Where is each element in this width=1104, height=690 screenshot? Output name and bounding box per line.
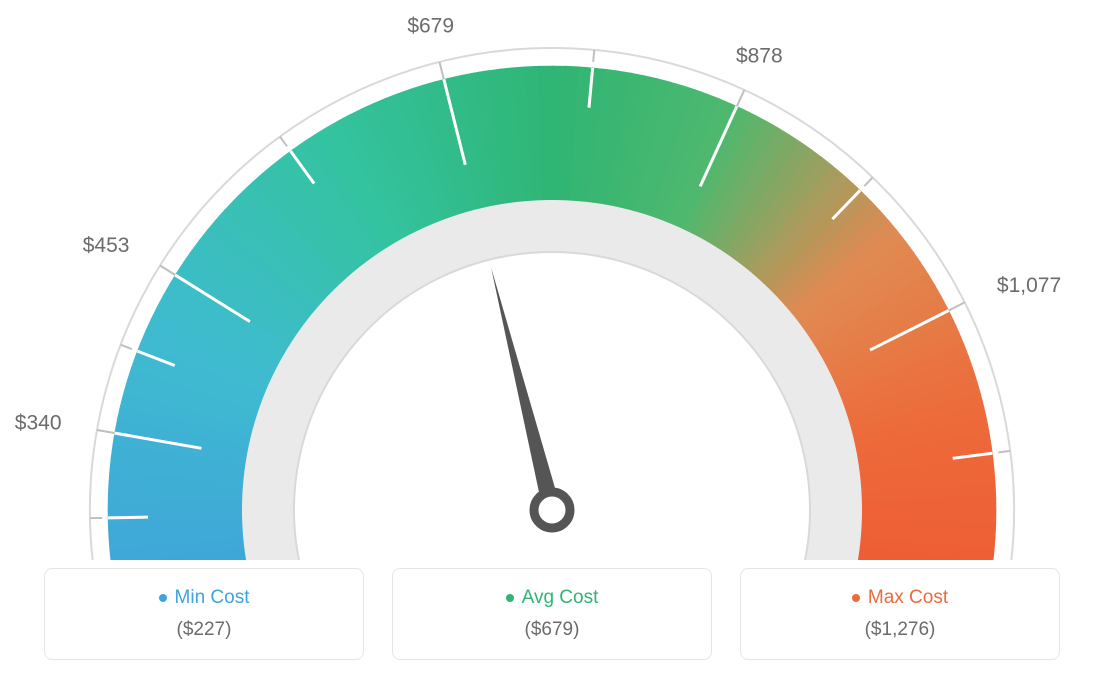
svg-text:$453: $453 [83, 234, 130, 257]
legend-label-max: Max Cost [868, 587, 948, 609]
svg-text:$1,077: $1,077 [997, 274, 1061, 297]
legend-value-max: ($1,276) [753, 619, 1047, 641]
legend-dot-min [159, 594, 167, 602]
legend-dot-avg [506, 594, 514, 602]
legend-card-min: Min Cost ($227) [44, 568, 364, 660]
svg-text:$340: $340 [15, 411, 62, 434]
legend-row: Min Cost ($227) Avg Cost ($679) Max Cost… [0, 568, 1104, 660]
gauge-svg: $227$340$453$679$878$1,077$1,276 [0, 0, 1104, 560]
svg-text:$878: $878 [736, 45, 783, 68]
legend-value-min: ($227) [57, 619, 351, 641]
legend-label-min: Min Cost [175, 587, 250, 609]
gauge-chart: $227$340$453$679$878$1,077$1,276 [0, 0, 1104, 560]
legend-label-avg: Avg Cost [522, 587, 599, 609]
legend-value-avg: ($679) [405, 619, 699, 641]
svg-text:$679: $679 [407, 15, 454, 38]
legend-card-max: Max Cost ($1,276) [740, 568, 1060, 660]
legend-dot-max [852, 594, 860, 602]
legend-card-avg: Avg Cost ($679) [392, 568, 712, 660]
